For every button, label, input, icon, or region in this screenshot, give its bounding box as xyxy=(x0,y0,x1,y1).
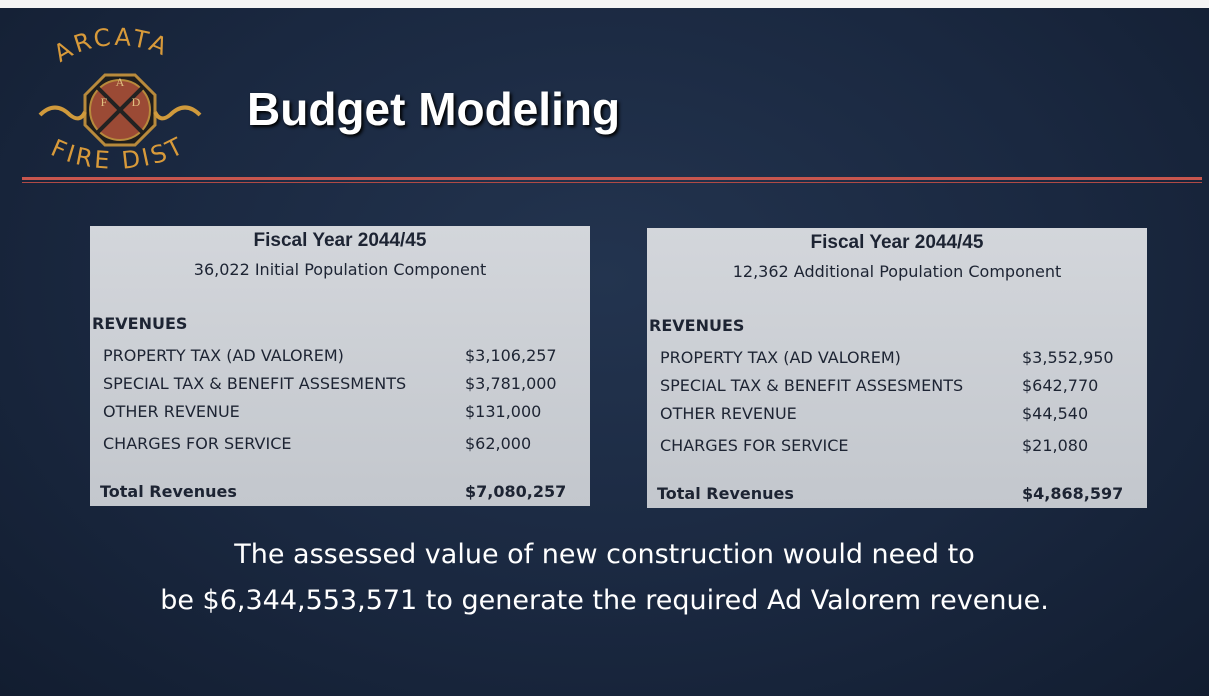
row-label: SPECIAL TAX & BENEFIT ASSESMENTS xyxy=(660,376,964,395)
panel-subheading: 12,362 Additional Population Component xyxy=(732,262,1062,281)
revenue-panel: Fiscal Year 2044/45 12,362 Additional Pop… xyxy=(647,228,1147,508)
divider xyxy=(22,177,1202,180)
logo: A F D ARCATA FIRE DIST xyxy=(38,23,202,175)
top-bar xyxy=(0,0,1209,8)
row-label: CHARGES FOR SERVICE xyxy=(660,436,849,455)
row-value: $21,080 xyxy=(1022,436,1089,455)
row-label: SPECIAL TAX & BENEFIT ASSESMENTS xyxy=(103,374,407,393)
logo-letter: A xyxy=(116,75,125,89)
row-value: $44,540 xyxy=(1022,404,1089,423)
row-value: $3,781,000 xyxy=(465,374,557,393)
row-value: $62,000 xyxy=(465,434,532,453)
row-label: OTHER REVENUE xyxy=(103,402,240,421)
logo-top-text: ARCATA xyxy=(49,23,174,68)
row-value: $131,000 xyxy=(465,402,542,421)
slide-title: Budget Modeling xyxy=(247,83,621,135)
row-label: PROPERTY TAX (AD VALOREM) xyxy=(660,348,901,367)
row-value: $3,552,950 xyxy=(1022,348,1114,367)
footer-line: The assessed value of new construction w… xyxy=(234,539,975,570)
logo-top-path: ARCATA xyxy=(49,23,171,68)
row-value: $3,106,257 xyxy=(465,346,557,365)
row-value: $642,770 xyxy=(1022,376,1099,395)
total-value: $7,080,257 xyxy=(465,482,567,501)
divider xyxy=(22,182,1202,183)
panel-heading: Fiscal Year 2044/45 xyxy=(810,232,984,253)
total-label: Total Revenues xyxy=(657,484,794,503)
logo-scroll xyxy=(38,105,202,121)
row-label: PROPERTY TAX (AD VALOREM) xyxy=(103,346,344,365)
section-label: REVENUES xyxy=(649,316,745,335)
logo-letter: F xyxy=(101,95,108,109)
revenue-panel: Fiscal Year 2044/45 36,022 Initial Popula… xyxy=(90,226,590,506)
section-label: REVENUES xyxy=(92,314,188,333)
footer-line: be $6,344,553,571 to generate the requir… xyxy=(160,585,1049,616)
row-label: OTHER REVENUE xyxy=(660,404,797,423)
logo-letter: D xyxy=(132,95,141,109)
panel-subheading: 36,022 Initial Population Component xyxy=(193,260,487,279)
logo-axe xyxy=(96,86,144,134)
total-value: $4,868,597 xyxy=(1022,484,1124,503)
total-label: Total Revenues xyxy=(100,482,237,501)
panel-heading: Fiscal Year 2044/45 xyxy=(253,230,427,251)
row-label: CHARGES FOR SERVICE xyxy=(103,434,292,453)
